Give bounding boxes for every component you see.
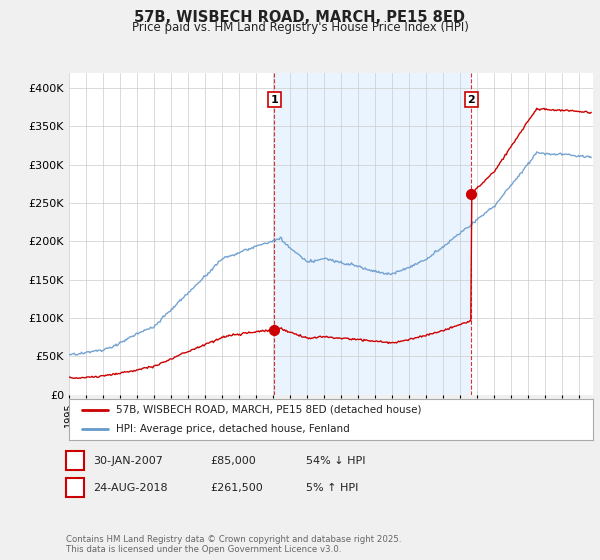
Text: 1: 1: [271, 95, 278, 105]
Text: Contains HM Land Registry data © Crown copyright and database right 2025.
This d: Contains HM Land Registry data © Crown c…: [66, 535, 401, 554]
Text: 30-JAN-2007: 30-JAN-2007: [93, 456, 163, 466]
Text: 57B, WISBECH ROAD, MARCH, PE15 8ED (detached house): 57B, WISBECH ROAD, MARCH, PE15 8ED (deta…: [116, 405, 422, 415]
Text: Price paid vs. HM Land Registry's House Price Index (HPI): Price paid vs. HM Land Registry's House …: [131, 21, 469, 34]
Text: 1: 1: [71, 456, 79, 466]
Text: 54% ↓ HPI: 54% ↓ HPI: [306, 456, 365, 466]
Text: 57B, WISBECH ROAD, MARCH, PE15 8ED: 57B, WISBECH ROAD, MARCH, PE15 8ED: [134, 10, 466, 25]
Text: 2: 2: [71, 483, 79, 493]
Bar: [274, 73, 471, 395]
Text: £261,500: £261,500: [210, 483, 263, 493]
Text: 2: 2: [467, 95, 475, 105]
Text: HPI: Average price, detached house, Fenland: HPI: Average price, detached house, Fenl…: [116, 423, 350, 433]
Text: £85,000: £85,000: [210, 456, 256, 466]
Text: 5% ↑ HPI: 5% ↑ HPI: [306, 483, 358, 493]
Text: 24-AUG-2018: 24-AUG-2018: [93, 483, 167, 493]
